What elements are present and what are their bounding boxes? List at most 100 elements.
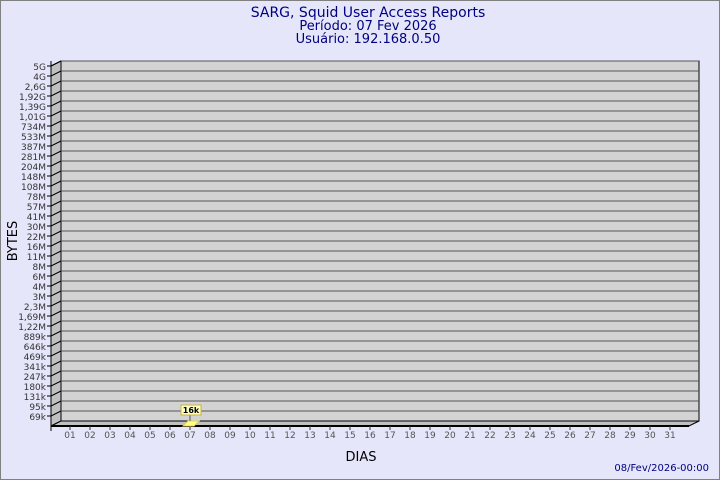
x-tick-label: 25 xyxy=(544,431,555,441)
y-tick-depth xyxy=(50,110,62,117)
x-tick-label: 09 xyxy=(224,431,236,441)
x-tick-label: 18 xyxy=(404,431,416,441)
x-tick-label: 21 xyxy=(464,431,475,441)
y-tick-label: 1,22M xyxy=(18,323,46,333)
y-tick-depth xyxy=(50,320,62,327)
y-tick-label: 204M xyxy=(21,163,46,173)
x-tick-label: 04 xyxy=(124,431,136,441)
y-tick-depth xyxy=(50,300,62,307)
y-tick-depth xyxy=(50,160,62,167)
y-tick-label: 69k xyxy=(29,413,46,423)
y-tick-depth xyxy=(50,190,62,197)
y-tick-label: 148M xyxy=(21,173,46,183)
y-tick-label: 41M xyxy=(27,213,46,223)
y-tick-label: 1,92G xyxy=(19,93,46,103)
x-tick-label: 29 xyxy=(624,431,636,441)
x-tick-label: 06 xyxy=(164,431,176,441)
y-tick-depth xyxy=(50,290,62,297)
y-tick-label: 3M xyxy=(33,293,47,303)
y-tick-label: 95k xyxy=(29,403,46,413)
user-label: Usuário: 192.168.0.50 xyxy=(296,32,441,47)
y-tick-label: 57M xyxy=(27,203,46,213)
x-tick-label: 03 xyxy=(104,431,115,441)
y-tick-depth xyxy=(50,350,62,357)
y-tick-depth xyxy=(50,230,62,237)
y-tick-label: 22M xyxy=(27,233,46,243)
y-tick-depth xyxy=(50,270,62,277)
x-tick-label: 30 xyxy=(644,431,656,441)
y-tick-depth xyxy=(50,280,62,287)
x-tick-label: 11 xyxy=(264,431,275,441)
x-tick-label: 31 xyxy=(664,431,675,441)
data-label-box xyxy=(180,404,202,416)
y-tick-label: 1,01G xyxy=(19,113,46,123)
y-tick-label: 2,6G xyxy=(25,83,46,93)
x-tick-label: 01 xyxy=(64,431,75,441)
x-tick-label: 16 xyxy=(364,431,376,441)
y-tick-depth xyxy=(50,120,62,127)
x-tick-label: 23 xyxy=(504,431,515,441)
y-tick-label: 646k xyxy=(24,343,47,353)
y-tick-depth xyxy=(50,130,62,137)
y-tick-depth xyxy=(50,200,62,207)
x-tick-label: 13 xyxy=(304,431,315,441)
x-tick-label: 19 xyxy=(424,431,436,441)
y-tick-depth xyxy=(50,90,62,97)
y-axis-label: BYTES xyxy=(6,221,21,262)
x-tick-label: 05 xyxy=(144,431,155,441)
y-tick-depth xyxy=(50,150,62,157)
x-tick-label: 28 xyxy=(604,431,616,441)
y-tick-label: 341k xyxy=(24,363,47,373)
x-tick-label: 20 xyxy=(444,431,456,441)
x-tick-label: 22 xyxy=(484,431,495,441)
y-tick-label: 387M xyxy=(21,143,46,153)
x-tick-label: 08 xyxy=(204,431,216,441)
generated-timestamp: 08/Fev/2026-00:00 xyxy=(614,463,709,474)
y-tick-depth xyxy=(50,170,62,177)
y-tick-label: 247k xyxy=(24,373,47,383)
y-tick-label: 6M xyxy=(33,273,47,283)
y-tick-depth xyxy=(50,400,62,407)
bar-day-07 xyxy=(181,420,201,427)
y-tick-label: 78M xyxy=(27,193,46,203)
y-tick-label: 734M xyxy=(21,123,46,133)
y-tick-label: 281M xyxy=(21,153,46,163)
y-tick-label: 2,3M xyxy=(24,303,46,313)
y-tick-label: 533M xyxy=(21,133,46,143)
y-tick-label: 4M xyxy=(33,283,47,293)
chart-title: SARG, Squid User Access Reports xyxy=(251,5,486,21)
y-tick-depth xyxy=(50,390,62,397)
y-tick-depth xyxy=(50,80,62,87)
y-tick-label: 11M xyxy=(27,253,46,263)
y-tick-depth xyxy=(50,310,62,317)
y-tick-depth xyxy=(50,70,62,77)
y-tick-depth xyxy=(50,180,62,187)
data-label: 16k xyxy=(183,406,200,415)
y-tick-depth xyxy=(50,370,62,377)
y-tick-label: 180k xyxy=(24,383,47,393)
y-tick-label: 1,39G xyxy=(19,103,46,113)
x-tick-label: 07 xyxy=(184,431,195,441)
y-tick-depth xyxy=(50,240,62,247)
x-tick-label: 15 xyxy=(344,431,355,441)
x-tick-label: 24 xyxy=(524,431,536,441)
y-tick-depth xyxy=(50,100,62,107)
x-axis-label: DIAS xyxy=(346,450,377,465)
y-tick-depth xyxy=(50,330,62,337)
x-tick-label: 27 xyxy=(584,431,595,441)
x-tick-label: 02 xyxy=(84,431,95,441)
y-tick-label: 469k xyxy=(24,353,47,363)
period-label: Período: 07 Fev 2026 xyxy=(299,19,436,34)
y-tick-label: 4G xyxy=(33,73,46,83)
y-tick-depth xyxy=(50,250,62,257)
y-tick-depth xyxy=(50,140,62,147)
y-tick-depth xyxy=(50,210,62,217)
y-tick-depth xyxy=(50,340,62,347)
x-tick-label: 26 xyxy=(564,431,576,441)
x-tick-label: 12 xyxy=(284,431,295,441)
y-tick-label: 5G xyxy=(33,63,46,73)
x-tick-label: 14 xyxy=(324,431,336,441)
y-tick-label: 889k xyxy=(24,333,47,343)
x-tick-label: 17 xyxy=(384,431,395,441)
